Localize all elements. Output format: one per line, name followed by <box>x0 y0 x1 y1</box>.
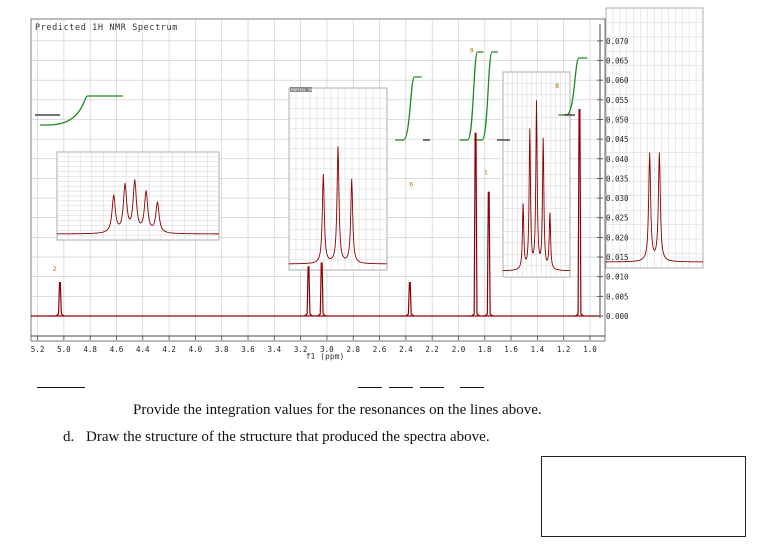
integral-curve <box>395 76 422 141</box>
integral-curves <box>35 51 588 141</box>
structure-drawing-box[interactable] <box>541 456 746 537</box>
y-tick-label: 0.045 <box>606 135 629 144</box>
inset-label: PARTIAL 1H NMR <box>291 88 321 92</box>
x-tick-label: 4.4 <box>136 345 150 354</box>
spectrum-peak <box>317 262 327 317</box>
integral-curve <box>40 95 124 126</box>
x-tick-label: 2.6 <box>373 345 387 354</box>
inset-panels <box>56 7 704 278</box>
answer-line-5[interactable] <box>460 387 484 388</box>
x-tick-label: 4.8 <box>83 345 97 354</box>
x-tick-label: 4.2 <box>162 345 176 354</box>
y-tick-label: 0.020 <box>606 233 629 242</box>
answer-line-4[interactable] <box>420 387 444 388</box>
x-tick-label: 1.0 <box>583 345 597 354</box>
y-axis-ticks: 0.000 0.005 0.010 0.015 0.020 0.025 0.030 0.035… <box>597 37 629 321</box>
x-axis-label: f1 (ppm) <box>306 352 345 361</box>
x-tick-label: 2.0 <box>452 345 466 354</box>
peak-label: 8 <box>555 83 559 90</box>
y-tick-label: 0.070 <box>606 37 629 46</box>
x-axis-ticks: 5.2 5.0 4.8 4.6 4.4 4.2 4.0 3.8 3.6 3.4 3.2 3.0 2.8 2… <box>31 336 597 354</box>
part-d-text: Draw the structure of the structure that… <box>86 429 490 445</box>
x-tick-label: 3.6 <box>241 345 255 354</box>
spectrum-peak <box>471 132 480 317</box>
x-tick-label: 1.2 <box>557 345 571 354</box>
y-tick-label: 0.055 <box>606 96 629 105</box>
x-tick-label: 1.8 <box>478 345 492 354</box>
inset-panel <box>605 7 704 269</box>
y-tick-label: 0.015 <box>606 253 629 262</box>
x-tick-label: 5.2 <box>31 345 45 354</box>
y-tick-label: 0.025 <box>606 214 629 223</box>
peak-label: 9 <box>470 48 474 55</box>
y-tick-label: 0.035 <box>606 174 629 183</box>
x-tick-label: 1.4 <box>531 345 545 354</box>
x-tick-label: 2.4 <box>399 345 413 354</box>
y-tick-label: 0.000 <box>606 312 629 321</box>
x-tick-label: 4.6 <box>110 345 124 354</box>
y-tick-label: 0.065 <box>606 57 629 66</box>
x-tick-label: 5.0 <box>57 345 71 354</box>
inset-trace <box>605 152 704 263</box>
x-tick-label: 4.0 <box>189 345 203 354</box>
answer-line-2[interactable] <box>358 387 382 388</box>
y-tick-label: 0.005 <box>606 292 629 301</box>
y-tick-label: 0.060 <box>606 76 629 85</box>
inset-header <box>290 87 312 92</box>
x-tick-label: 3.0 <box>320 345 334 354</box>
inset-panel <box>56 151 220 241</box>
spectrum-peak <box>405 281 415 317</box>
integral-curve <box>459 51 484 141</box>
spectrum-peak <box>55 281 65 317</box>
x-tick-label: 1.6 <box>504 345 518 354</box>
spectrum-traces <box>31 109 600 317</box>
part-d-letter: d. <box>63 429 75 445</box>
nmr-spectrum-chart: 2 6 9 1 8 5.2 5.0 4.8 4.6 4.4 4.2 4.0 3.8 3.6 3.4 3.2 3… <box>30 7 704 361</box>
inset-trace <box>56 179 220 235</box>
inset-panel <box>288 87 388 271</box>
chart-title: Predicted 1H NMR Spectrum <box>35 23 178 33</box>
x-tick-label: 3.2 <box>294 345 308 354</box>
peak-labels: 2 6 9 1 8 <box>53 48 559 273</box>
peak-label: 6 <box>409 181 413 188</box>
x-tick-label: 2.8 <box>346 345 360 354</box>
x-tick-label: 3.4 <box>268 345 282 354</box>
inset-panel <box>502 71 571 278</box>
spectrum-peak <box>484 191 494 317</box>
answer-line-3[interactable] <box>389 387 413 388</box>
integral-curve <box>474 51 498 141</box>
x-tick-label: 3.8 <box>215 345 229 354</box>
spectrum-peak <box>575 109 584 317</box>
answer-line-1[interactable] <box>37 387 85 388</box>
y-tick-label: 0.010 <box>606 273 629 282</box>
inset-trace <box>288 146 388 265</box>
y-tick-label: 0.040 <box>606 155 629 164</box>
peak-label: 2 <box>53 266 57 273</box>
y-tick-label: 0.030 <box>606 194 629 203</box>
x-tick-label: 2.2 <box>425 345 439 354</box>
spectrum-peak <box>304 266 313 317</box>
y-tick-label: 0.050 <box>606 115 629 124</box>
integration-prompt: Provide the integration values for the r… <box>133 402 542 418</box>
peak-label: 1 <box>484 170 488 177</box>
inset-trace <box>502 100 571 272</box>
